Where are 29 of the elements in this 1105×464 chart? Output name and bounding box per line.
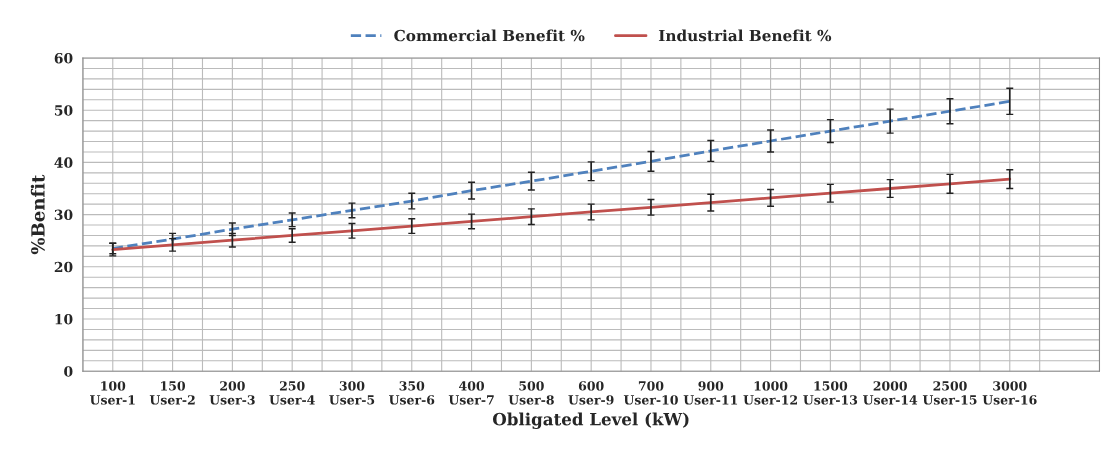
x-tick-label: 700 User-10 [623,381,678,405]
line-series [111,99,1012,250]
y-axis-title: %Benfit [30,174,45,255]
x-tick-label: 600 User-9 [568,381,614,405]
x-tick-label: 100 User-1 [90,381,135,405]
x-tick-label: 250 User-4 [269,381,315,405]
x-axis-title: Obligated Level (kW) [492,412,689,429]
y-tick-label: 0 [64,366,73,377]
x-tick-label: 2500 User-15 [922,381,977,405]
x-tick-label: 350 User-6 [389,381,435,405]
y-tick-label: 50 [54,105,73,116]
x-tick-label: 200 User-3 [209,381,255,405]
y-tick-label: 20 [54,261,73,273]
y-tick-label: 60 [54,52,73,64]
x-tick-label: 300 User-5 [329,381,375,405]
y-tick-label: 40 [54,157,73,168]
legend-label: Commercial Benefit % [394,29,585,42]
x-tick-label: 3000 User-16 [982,381,1037,405]
x-tick-label: 900 User-11 [683,381,738,405]
legend-label: Industrial Benefit % [658,29,832,42]
x-tick-label: 2000 User-14 [863,381,918,405]
y-tick-label: 30 [54,209,73,221]
line-series [111,177,1012,251]
y-tick-label: 10 [55,313,73,325]
x-tick-label: 150 User-2 [149,381,195,405]
x-tick-label: 1500 User-13 [803,381,858,405]
x-tick-label: 500 User-8 [508,381,554,405]
x-tick-label: 400 User-7 [448,381,494,405]
x-tick-label: 1000 User-12 [743,381,797,405]
